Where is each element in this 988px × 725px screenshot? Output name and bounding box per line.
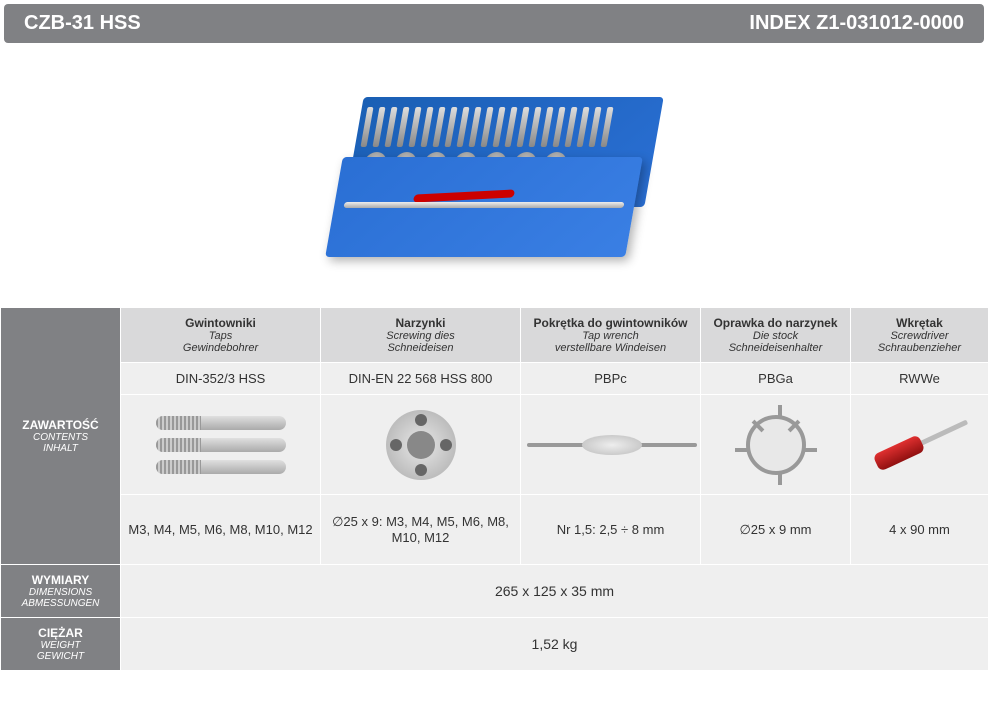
spec-tapwrench: Nr 1,5: 2,5 ÷ 8 mm xyxy=(521,495,701,565)
col-head-diestock: Oprawka do narzynek Die stock Schneideis… xyxy=(701,308,851,363)
standard-row: DIN-352/3 HSS DIN-EN 22 568 HSS 800 PBPc… xyxy=(1,363,988,395)
col-head-tapwrench: Pokrętka do gwintowników Tap wrench vers… xyxy=(521,308,701,363)
contents-label: ZAWARTOŚĆ CONTENTS INHALT xyxy=(1,308,121,565)
dimensions-row: WYMIARY DIMENSIONS ABMESSUNGEN 265 x 125… xyxy=(1,565,988,618)
std-diestock: PBGa xyxy=(701,363,851,395)
std-dies: DIN-EN 22 568 HSS 800 xyxy=(321,363,521,395)
img-diestock xyxy=(701,395,851,495)
std-tapwrench: PBPc xyxy=(521,363,701,395)
column-headers-row: ZAWARTOŚĆ CONTENTS INHALT Gwintowniki Ta… xyxy=(1,308,988,363)
img-dies xyxy=(321,395,521,495)
spec-taps: M3, M4, M5, M6, M8, M10, M12 xyxy=(121,495,321,565)
col-head-dies: Narzynki Screwing dies Schneideisen xyxy=(321,308,521,363)
index-label: INDEX Z1-031012-0000 xyxy=(749,12,964,35)
dimensions-value: 265 x 125 x 35 mm xyxy=(121,565,988,618)
spec-row: M3, M4, M5, M6, M8, M10, M12 ∅25 x 9: M3… xyxy=(1,495,988,565)
spec-table: ZAWARTOŚĆ CONTENTS INHALT Gwintowniki Ta… xyxy=(0,307,988,671)
spec-diestock: ∅25 x 9 mm xyxy=(701,495,851,565)
header-bar: CZB-31 HSS INDEX Z1-031012-0000 xyxy=(4,4,984,43)
product-code: CZB-31 HSS xyxy=(24,12,141,35)
weight-row: CIĘŻAR WEIGHT GEWICHT 1,52 kg xyxy=(1,618,988,671)
weight-value: 1,52 kg xyxy=(121,618,988,671)
std-taps: DIN-352/3 HSS xyxy=(121,363,321,395)
std-screwdriver: RWWe xyxy=(851,363,988,395)
img-taps xyxy=(121,395,321,495)
image-row xyxy=(1,395,988,495)
product-image xyxy=(0,47,988,307)
col-head-screwdriver: Wkrętak Screwdriver Schraubenzieher xyxy=(851,308,988,363)
img-tapwrench xyxy=(521,395,701,495)
toolbox-illustration xyxy=(334,97,654,257)
col-head-taps: Gwintowniki Taps Gewindebohrer xyxy=(121,308,321,363)
dimensions-label: WYMIARY DIMENSIONS ABMESSUNGEN xyxy=(1,565,121,618)
spec-screwdriver: 4 x 90 mm xyxy=(851,495,988,565)
img-screwdriver xyxy=(851,395,988,495)
spec-dies: ∅25 x 9: M3, M4, M5, M6, M8, M10, M12 xyxy=(321,495,521,565)
weight-label: CIĘŻAR WEIGHT GEWICHT xyxy=(1,618,121,671)
